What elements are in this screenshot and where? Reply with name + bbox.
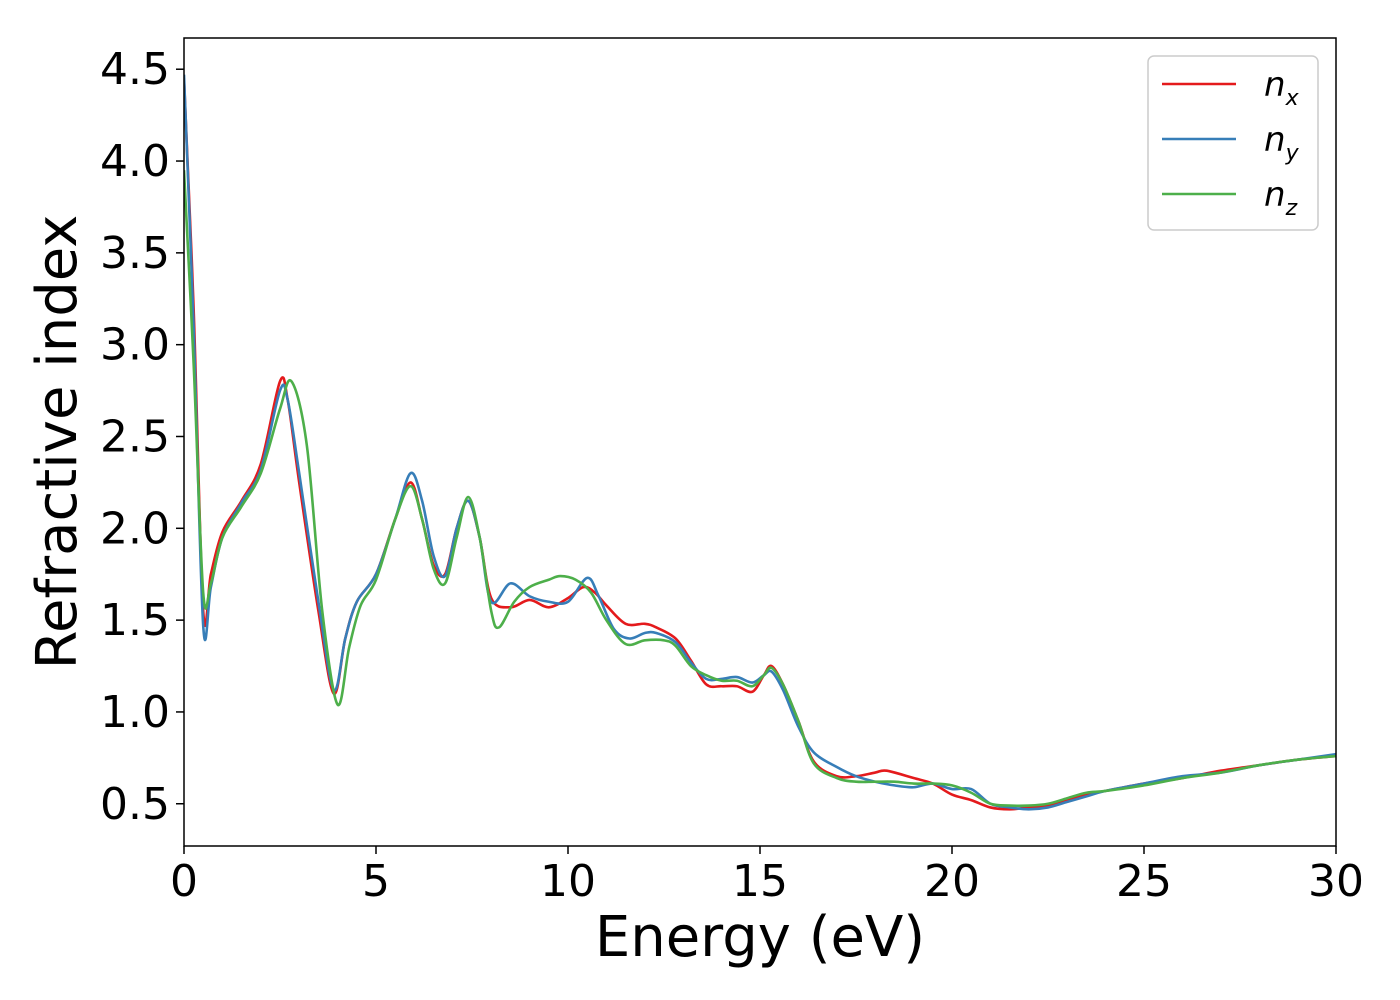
x-tick-label: 10 xyxy=(540,856,596,907)
series-line-nz xyxy=(184,170,1336,808)
y-tick-label: 4.0 xyxy=(100,136,170,187)
y-tick-label: 1.0 xyxy=(100,687,170,738)
legend-label-nx: nx xyxy=(1264,65,1300,111)
legend-label-subscript: x xyxy=(1285,86,1300,111)
x-tick-label: 20 xyxy=(924,856,980,907)
x-tick-label: 0 xyxy=(170,856,198,907)
x-tick-label: 25 xyxy=(1116,856,1172,907)
x-axis-ticks: 0 5 10 15 20 25 30 xyxy=(170,846,1364,907)
y-tick-label: 2.5 xyxy=(100,411,170,462)
legend-label-main: n xyxy=(1264,120,1286,160)
y-tick-label: 2.0 xyxy=(100,503,170,554)
y-tick-label: 1.5 xyxy=(100,595,170,646)
y-tick-label: 3.5 xyxy=(100,228,170,279)
x-tick-label: 30 xyxy=(1308,856,1364,907)
x-tick-label: 15 xyxy=(732,856,788,907)
legend-label-ny: ny xyxy=(1264,120,1300,166)
y-tick-label: 4.5 xyxy=(100,44,170,95)
legend-label-main: n xyxy=(1264,175,1286,215)
series-layer xyxy=(184,74,1336,811)
x-tick-label: 5 xyxy=(362,856,390,907)
y-tick-label: 0.5 xyxy=(100,779,170,830)
legend-label-main: n xyxy=(1264,65,1286,105)
legend-label-nz: nz xyxy=(1264,175,1298,221)
legend-label-subscript: y xyxy=(1285,141,1300,166)
x-axis-title: Energy (eV) xyxy=(595,905,925,970)
y-axis-title: Refractive index xyxy=(25,215,90,670)
y-axis-ticks: 0.5 1.0 1.5 2.0 2.5 3.0 3.5 4.0 4.5 xyxy=(100,44,184,830)
legend-label-subscript: z xyxy=(1285,196,1298,221)
y-tick-label: 3.0 xyxy=(100,320,170,371)
legend-box xyxy=(1147,55,1319,231)
